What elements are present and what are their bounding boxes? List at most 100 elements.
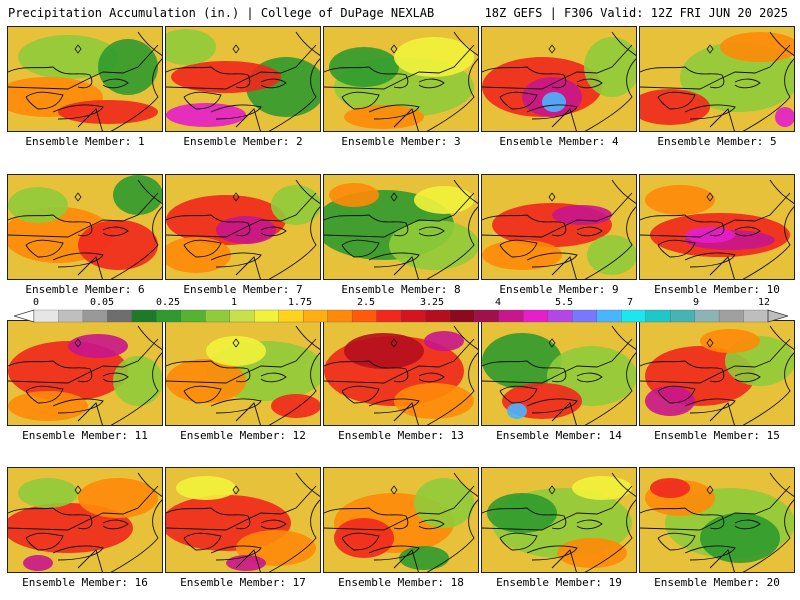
lake-superior-outline <box>166 214 251 237</box>
lake-ontario-outline <box>260 519 287 530</box>
precip-area <box>58 100 158 124</box>
precip-area <box>329 183 379 207</box>
map-marker-icon <box>548 485 556 495</box>
map-marker-icon <box>74 485 82 495</box>
colorbar-swatch <box>400 309 426 323</box>
precip-colorbar <box>14 309 788 323</box>
precip-area <box>557 538 627 568</box>
precip-field <box>324 183 478 270</box>
precip-field <box>8 175 162 270</box>
state-line <box>393 108 419 131</box>
precip-area <box>394 383 474 419</box>
precip-area <box>507 403 527 419</box>
map-marker-icon <box>706 338 714 348</box>
precip-field <box>166 476 316 571</box>
ensemble-member-map <box>165 467 321 573</box>
lake-ontario-outline <box>734 226 761 237</box>
lake-ontario-outline <box>418 519 445 530</box>
border-line <box>640 485 791 531</box>
border-line <box>482 192 633 238</box>
panel-label: Ensemble Member: 1 <box>25 135 145 148</box>
lake-ontario-outline <box>260 372 287 383</box>
border-line <box>640 44 791 90</box>
colorbar-swatch <box>254 309 280 323</box>
lake-ontario-outline <box>418 226 445 237</box>
colorbar-swatch <box>302 309 329 323</box>
precip-area <box>166 359 246 403</box>
precip-area <box>700 513 780 563</box>
lake-erie-outline <box>52 252 104 268</box>
precip-area <box>176 476 236 500</box>
map-marker-icon <box>232 485 240 495</box>
lake-erie-outline <box>210 252 262 268</box>
border-line <box>8 192 159 238</box>
colorbar-tick-label: 2.5 <box>356 297 376 308</box>
coastline <box>426 179 478 279</box>
colorbar-swatch <box>229 309 255 323</box>
colorbar-swatch <box>621 309 647 323</box>
precip-area <box>18 478 78 508</box>
lake-michigan-outline <box>499 385 538 404</box>
border-line <box>324 44 475 90</box>
colorbar-swatch <box>498 309 524 323</box>
colorbar-tick-label: 12 <box>757 297 771 308</box>
precip-area <box>645 386 695 416</box>
border-line <box>166 192 317 238</box>
border-line <box>482 485 633 531</box>
lake-ontario-outline <box>260 78 287 89</box>
lake-erie-outline <box>368 398 420 414</box>
coastline <box>426 325 478 425</box>
panel-label: Ensemble Member: 12 <box>180 429 306 442</box>
ensemble-member-map <box>639 467 795 573</box>
colorbar-swatch <box>33 309 59 323</box>
panel-label: Ensemble Member: 13 <box>338 429 464 442</box>
colorbar-tick-label: 0 <box>32 297 40 308</box>
precip-area <box>271 185 320 225</box>
lake-michigan-outline <box>657 91 696 110</box>
precip-field <box>166 336 320 418</box>
lake-erie-outline <box>684 398 736 414</box>
map-marker-icon <box>390 192 398 202</box>
state-line <box>235 549 261 572</box>
panel-label: Ensemble Member: 7 <box>183 283 303 296</box>
precip-area <box>587 235 636 275</box>
lake-ontario-outline <box>576 226 603 237</box>
lake-superior-outline <box>324 360 409 383</box>
lake-ontario-outline <box>102 226 129 237</box>
map-marker-icon <box>548 44 556 54</box>
precip-field <box>645 478 794 563</box>
lake-superior-outline <box>8 507 93 530</box>
lake-erie-outline <box>368 252 420 268</box>
colorbar-tick-label: 7 <box>626 297 634 308</box>
precip-area <box>334 518 394 558</box>
colorbar-swatch <box>205 309 231 323</box>
precip-area <box>166 29 216 65</box>
precip-field <box>482 37 636 117</box>
precip-area <box>394 37 474 77</box>
lake-superior-outline <box>482 66 567 89</box>
coastline <box>584 179 636 279</box>
lake-michigan-outline <box>499 91 538 110</box>
state-line <box>77 549 103 572</box>
colorbar-tick-label: 1 <box>230 297 238 308</box>
colorbar-tick-label: 5.5 <box>554 297 574 308</box>
precip-area <box>414 478 474 528</box>
colorbar-swatch <box>327 309 353 323</box>
state-line <box>709 402 735 425</box>
coastline <box>110 31 162 131</box>
colorbar-swatch <box>180 309 206 323</box>
precip-area <box>113 175 162 215</box>
precip-area <box>8 391 88 421</box>
panel-label: Ensemble Member: 6 <box>25 283 145 296</box>
colorbar-tick-label: 9 <box>692 297 700 308</box>
ensemble-member-map <box>481 467 637 573</box>
colorbar-tick-label: 0.05 <box>89 297 115 308</box>
lake-erie-outline <box>526 545 578 561</box>
precip-area <box>78 478 158 518</box>
coastline <box>426 472 478 572</box>
lake-michigan-outline <box>183 91 222 110</box>
colorbar-tick-label: 4 <box>494 297 502 308</box>
ensemble-member-map <box>323 467 479 573</box>
border-line <box>166 485 317 531</box>
panel-label: Ensemble Member: 15 <box>654 429 780 442</box>
